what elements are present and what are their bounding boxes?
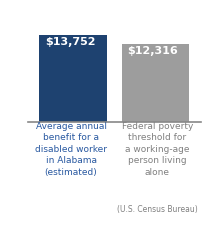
Bar <box>39 35 107 122</box>
Text: $13,752: $13,752 <box>45 37 96 46</box>
Text: Average annual
benefit for a
disabled worker
in Alabama
(estimated): Average annual benefit for a disabled wo… <box>35 122 107 177</box>
Text: Federal poverty
threshold for
a working-age
person living
alone: Federal poverty threshold for a working-… <box>122 122 193 177</box>
Text: $12,316: $12,316 <box>128 46 178 56</box>
Text: (U.S. Census Bureau): (U.S. Census Bureau) <box>117 205 198 214</box>
Bar <box>122 44 189 122</box>
